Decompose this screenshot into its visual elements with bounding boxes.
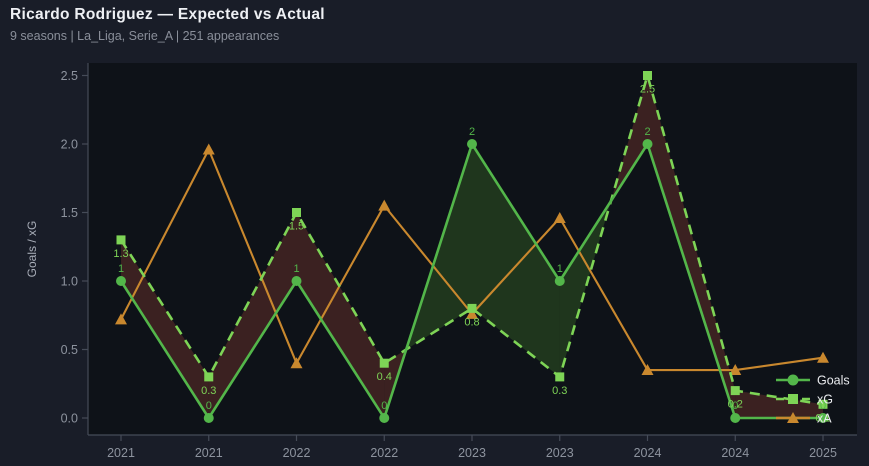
data-label: 0.3: [552, 385, 567, 397]
data-label: 2: [469, 126, 475, 138]
fill-between: [121, 75, 823, 418]
data-label: 1: [293, 263, 299, 275]
data-labels: 1 0 1 0 2 1 2 0 0 1.3 0.3 1.5 0.4 0.8 0.3 2.5 0.2 0.1: [113, 84, 830, 425]
y-tick-label: 2.0: [61, 138, 78, 152]
data-label: 0.2: [728, 399, 743, 411]
x-tick-label: 2023: [458, 446, 486, 460]
data-label: 0: [732, 400, 738, 412]
data-label: 1: [118, 263, 124, 275]
x-tick-label: 2022: [283, 446, 311, 460]
data-label: 0.4: [377, 371, 392, 383]
chart-header: Ricardo Rodriguez — Expected vs Actual 9…: [10, 6, 325, 43]
x-tick-label: 2024: [634, 446, 662, 460]
y-tick-label: 1.5: [61, 206, 78, 220]
x-tick-label: 2022: [370, 446, 398, 460]
series-xa: [115, 143, 829, 376]
chart-title: Ricardo Rodriguez — Expected vs Actual: [10, 6, 325, 23]
data-label: 0: [820, 400, 826, 412]
x-tick-label: 2021: [195, 446, 223, 460]
data-label: 0.8: [464, 316, 479, 328]
data-label: 0: [381, 400, 387, 412]
x-tick-label: 2023: [546, 446, 574, 460]
x-tick-label: 2021: [107, 446, 135, 460]
plot-area: [88, 63, 857, 435]
data-label: 0.3: [201, 385, 216, 397]
legend-label-xg: xG: [817, 393, 833, 407]
x-tick-label: 2024: [721, 446, 749, 460]
y-tick-label: 0.0: [61, 412, 78, 426]
series-xg: [116, 71, 828, 409]
legend-label-xa: xA: [817, 412, 832, 426]
legend: Goals xG xA: [776, 374, 850, 426]
chart-subtitle: 9 seasons | La_Liga, Serie_A | 251 appea…: [10, 29, 280, 43]
series-goals: [116, 139, 828, 423]
legend-label-goals: Goals: [817, 374, 850, 388]
data-label: 1: [557, 263, 563, 275]
data-label: 1.5: [289, 221, 304, 233]
y-tick-label: 0.5: [61, 343, 78, 357]
data-label: 0: [206, 400, 212, 412]
data-label: 2.5: [640, 84, 655, 96]
data-label: 0.1: [815, 412, 830, 424]
y-tick-label: 2.5: [61, 69, 78, 83]
data-label: 2: [644, 126, 650, 138]
y-tick-label: 1.0: [61, 275, 78, 289]
data-label: 1.3: [113, 248, 128, 260]
x-tick-label: 2025: [809, 446, 837, 460]
y-axis-label: Goals / xG: [25, 221, 39, 278]
